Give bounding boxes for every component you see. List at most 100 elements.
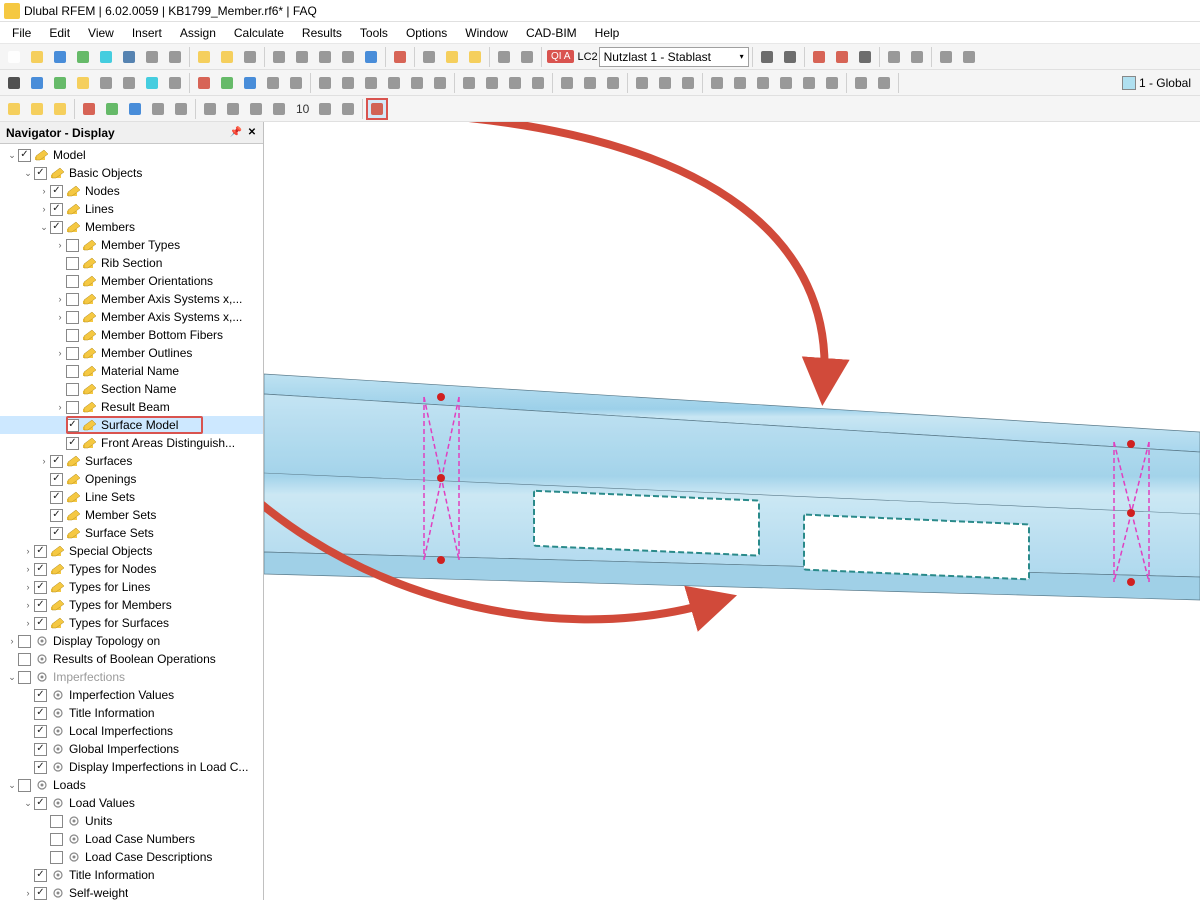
tree-checkbox[interactable] <box>34 869 47 882</box>
tb-toggle2[interactable] <box>906 46 928 68</box>
tb-folder-open[interactable] <box>26 46 48 68</box>
tb-arc[interactable] <box>429 72 451 94</box>
tree-checkbox[interactable] <box>50 851 63 864</box>
tb-triangle[interactable] <box>118 72 140 94</box>
tb-clip[interactable] <box>458 72 480 94</box>
tb-dim[interactable] <box>383 72 405 94</box>
tree-checkbox[interactable] <box>34 743 47 756</box>
tb-member[interactable] <box>72 72 94 94</box>
tree-row-local-imperfections[interactable]: Local Imperfections <box>0 722 263 740</box>
tree-row-global-imperfections[interactable]: Global Imperfections <box>0 740 263 758</box>
tb-line[interactable] <box>49 72 71 94</box>
tree-checkbox[interactable] <box>66 311 79 324</box>
tree-row-self-weight[interactable]: ›Self-weight <box>0 884 263 900</box>
tree-row-results-of-boolean-operations[interactable]: Results of Boolean Operations <box>0 650 263 668</box>
tb-view-iso[interactable] <box>360 72 382 94</box>
tb-align-r[interactable] <box>516 46 538 68</box>
tree-expander[interactable]: › <box>54 240 66 250</box>
tree-row-units[interactable]: Units <box>0 812 263 830</box>
menu-assign[interactable]: Assign <box>172 24 224 42</box>
tree-row-result-beam[interactable]: ›Result Beam <box>0 398 263 416</box>
tree-checkbox[interactable] <box>50 815 63 828</box>
tb-rect2[interactable] <box>654 72 676 94</box>
tb-align-l[interactable] <box>493 46 515 68</box>
tree-checkbox[interactable] <box>50 185 63 198</box>
menu-calculate[interactable]: Calculate <box>226 24 292 42</box>
tb-axis-y[interactable] <box>216 72 238 94</box>
tree-expander[interactable]: ⌄ <box>38 222 50 233</box>
viewport-3d[interactable] <box>264 122 1200 900</box>
tb-arrow-right[interactable] <box>360 46 382 68</box>
tree-row-surface-sets[interactable]: Surface Sets <box>0 524 263 542</box>
tree-expander[interactable]: › <box>22 618 34 628</box>
tree-expander[interactable]: › <box>6 636 18 646</box>
tb-cube-cyan[interactable] <box>95 46 117 68</box>
tb-view-front[interactable] <box>337 72 359 94</box>
tree-row-types-for-lines[interactable]: ›Types for Lines <box>0 578 263 596</box>
tb-intersect[interactable] <box>481 72 503 94</box>
tb-pyr[interactable] <box>285 72 307 94</box>
tb-eye[interactable] <box>406 72 428 94</box>
tree-expander[interactable]: › <box>38 456 50 466</box>
tree-row-nodes[interactable]: ›Nodes <box>0 182 263 200</box>
tb-nav-left[interactable] <box>756 46 778 68</box>
tb-tool-a[interactable] <box>706 72 728 94</box>
tree-checkbox[interactable] <box>34 545 47 558</box>
menu-options[interactable]: Options <box>398 24 455 42</box>
tree-checkbox[interactable] <box>18 653 31 666</box>
tree-checkbox[interactable] <box>34 761 47 774</box>
tree-row-loads[interactable]: ⌄Loads <box>0 776 263 794</box>
tree-checkbox[interactable] <box>50 203 63 216</box>
tree-row-surface-model[interactable]: Surface Model <box>0 416 263 434</box>
tree-checkbox[interactable] <box>50 491 63 504</box>
tree-expander[interactable]: › <box>38 204 50 214</box>
tb-surface[interactable] <box>141 72 163 94</box>
tree-expander[interactable]: ⌄ <box>6 780 18 791</box>
tb-grid4[interactable] <box>337 46 359 68</box>
tree-row-lines[interactable]: ›Lines <box>0 200 263 218</box>
menu-help[interactable]: Help <box>587 24 628 42</box>
tb-dash[interactable] <box>245 98 267 120</box>
menu-view[interactable]: View <box>80 24 122 42</box>
tb-tool-c[interactable] <box>752 72 774 94</box>
tree-checkbox[interactable] <box>66 437 79 450</box>
tree-row-member-sets[interactable]: Member Sets <box>0 506 263 524</box>
tree-checkbox[interactable] <box>34 887 47 900</box>
tree-expander[interactable]: › <box>22 582 34 592</box>
tree-row-members[interactable]: ⌄Members <box>0 218 263 236</box>
tree-row-member-outlines[interactable]: ›Member Outlines <box>0 344 263 362</box>
tb-extra2[interactable] <box>873 72 895 94</box>
navigator-close-icon[interactable]: ✕ <box>245 126 259 140</box>
tree-row-types-for-surfaces[interactable]: ›Types for Surfaces <box>0 614 263 632</box>
tb-plane1[interactable] <box>199 98 221 120</box>
tree-expander[interactable]: ⌄ <box>6 672 18 683</box>
tree-checkbox[interactable] <box>34 797 47 810</box>
tb-align[interactable] <box>314 98 336 120</box>
tb-rotate[interactable] <box>504 72 526 94</box>
tree-expander[interactable]: › <box>54 294 66 304</box>
tree-row-rib-section[interactable]: Rib Section <box>0 254 263 272</box>
tree-row-member-axis-systems-x-[interactable]: ›Member Axis Systems x,... <box>0 290 263 308</box>
tb-tool-f[interactable] <box>821 72 843 94</box>
tb-ax-y[interactable] <box>101 98 123 120</box>
tb-cursor[interactable] <box>3 72 25 94</box>
menu-window[interactable]: Window <box>457 24 516 42</box>
tb-undo[interactable] <box>141 46 163 68</box>
tb-circle-blue[interactable] <box>49 46 71 68</box>
tree-row-types-for-nodes[interactable]: ›Types for Nodes <box>0 560 263 578</box>
tb-doc-new[interactable] <box>3 46 25 68</box>
tree-checkbox[interactable] <box>18 635 31 648</box>
tree-expander[interactable]: › <box>38 186 50 196</box>
tree-checkbox[interactable] <box>18 779 31 792</box>
tree-checkbox[interactable] <box>34 689 47 702</box>
menu-cad-bim[interactable]: CAD-BIM <box>518 24 585 42</box>
tb-select[interactable] <box>602 72 624 94</box>
menu-tools[interactable]: Tools <box>352 24 396 42</box>
tb-lamp[interactable] <box>441 46 463 68</box>
tb-square[interactable] <box>95 72 117 94</box>
tree-checkbox[interactable] <box>66 293 79 306</box>
tree-checkbox[interactable] <box>50 833 63 846</box>
tb-axis-x[interactable] <box>193 72 215 94</box>
tree-checkbox[interactable] <box>50 473 63 486</box>
tb-sphere[interactable] <box>147 98 169 120</box>
